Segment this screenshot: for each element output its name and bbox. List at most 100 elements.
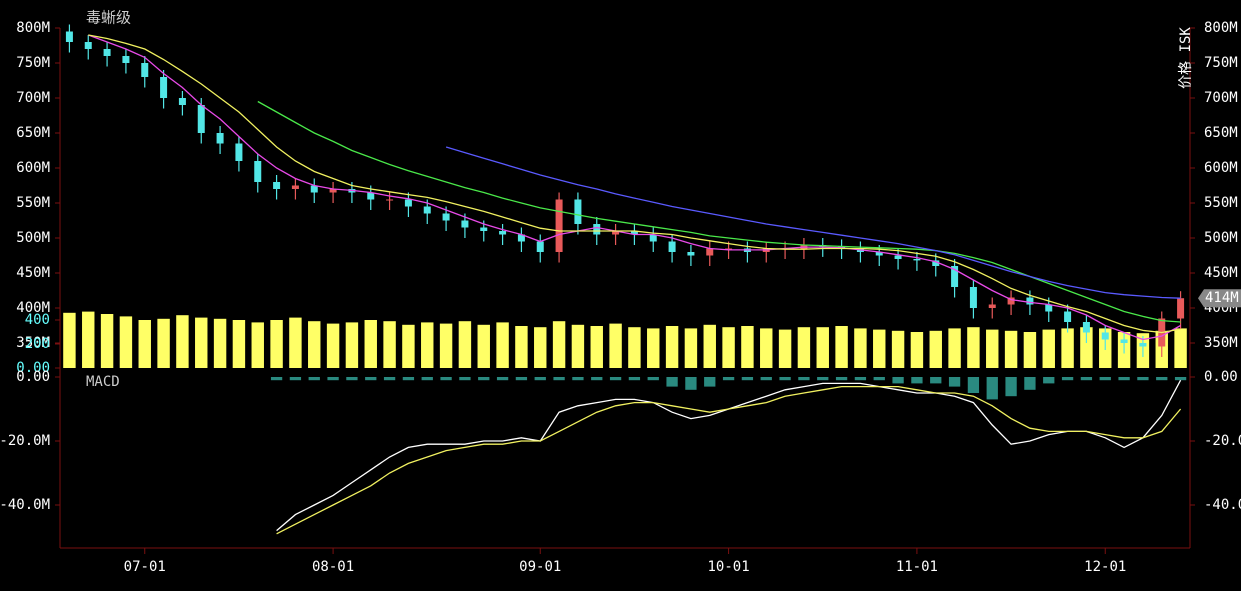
candle-body — [951, 266, 959, 287]
volume-bar — [289, 317, 302, 368]
macd-bar — [609, 377, 622, 381]
y-tick-label: 0.00 — [1204, 369, 1238, 385]
candle-body — [1101, 332, 1109, 340]
y-tick-label: 0.00 — [16, 360, 50, 376]
macd-bar — [798, 377, 810, 381]
volume-bar — [948, 328, 961, 368]
macd-bar — [666, 377, 678, 387]
candle-body — [254, 161, 262, 182]
candle-body — [649, 234, 657, 242]
y-tick-label: -40.0M — [0, 497, 50, 513]
macd-bar — [1174, 377, 1187, 381]
last-price-label: 414M — [1205, 290, 1239, 306]
candle-body — [160, 77, 168, 98]
y-tick-label: 650M — [1204, 125, 1238, 141]
y-tick-label: 600M — [16, 160, 50, 176]
volume-bar — [1174, 328, 1187, 368]
candle-body — [725, 248, 733, 250]
candle-body — [404, 199, 412, 207]
macd-bar — [628, 377, 641, 381]
macd-bar — [722, 377, 735, 381]
candle-body — [499, 231, 507, 235]
y-tick-label: 600M — [1204, 160, 1238, 176]
candle-body — [894, 255, 902, 259]
candle-body — [84, 42, 92, 49]
macd-bar — [289, 377, 302, 381]
volume-bar — [910, 332, 924, 368]
volume-bar — [552, 321, 566, 368]
candle-body — [103, 49, 111, 56]
candle-body — [178, 98, 186, 105]
candle-body — [630, 231, 638, 235]
macd-bar — [365, 377, 377, 381]
volume-bar — [100, 314, 114, 368]
volume-bar — [835, 326, 848, 368]
volume-bar — [628, 327, 641, 368]
y-tick-label: 550M — [16, 195, 50, 211]
candle-body — [273, 182, 281, 189]
volume-bar — [515, 326, 528, 368]
y-tick-label: 700M — [1204, 90, 1238, 106]
macd-bar — [1061, 377, 1074, 381]
candle-body — [668, 241, 676, 252]
volume-bar — [176, 315, 189, 368]
candle-body — [1045, 304, 1053, 312]
x-tick-label: 09-01 — [519, 559, 561, 575]
macd-bar — [704, 377, 716, 387]
macd-bar — [835, 377, 848, 381]
candle-body — [612, 231, 620, 235]
y-tick-label: 200 — [25, 336, 50, 352]
macd-bar — [383, 377, 396, 381]
macd-bar — [553, 377, 565, 381]
macd-bar — [685, 377, 697, 390]
volume-bar — [439, 323, 453, 368]
candle-body — [555, 199, 563, 252]
macd-bar — [986, 377, 998, 400]
x-tick-label: 11-01 — [896, 559, 938, 575]
volume-bar — [232, 320, 246, 368]
volume-bar — [684, 328, 698, 368]
volume-bar — [1080, 327, 1093, 368]
macd-bar — [459, 377, 471, 381]
volume-bar — [383, 321, 396, 368]
volume-bar — [1042, 329, 1055, 368]
candle-body — [65, 31, 73, 42]
volume-bar — [364, 320, 377, 368]
candle-body — [197, 105, 205, 133]
macd-bar — [327, 377, 339, 381]
candle-body — [386, 199, 394, 201]
macd-bar — [478, 377, 490, 381]
macd-bar — [421, 377, 433, 381]
volume-bar — [421, 322, 434, 368]
candle-body — [480, 227, 488, 231]
y-tick-label: 750M — [1204, 55, 1238, 71]
macd-bar — [967, 377, 980, 393]
volume-bar — [986, 329, 999, 368]
macd-bar — [741, 377, 754, 381]
macd-bar — [402, 377, 415, 381]
candle-body — [310, 185, 318, 193]
volume-bar — [778, 329, 792, 368]
macd-bar — [591, 377, 603, 381]
volume-bar — [722, 327, 735, 368]
volume-bar — [534, 327, 547, 368]
volume-bar — [891, 330, 905, 368]
candle-body — [461, 220, 469, 228]
line — [276, 385, 1182, 535]
volume-bar — [647, 328, 660, 368]
y-tick-label: 350M — [1204, 335, 1238, 351]
candle-body — [423, 206, 431, 214]
y-tick-label: 800M — [1204, 20, 1238, 36]
candle-body — [574, 199, 582, 224]
volume-bar — [1023, 332, 1037, 368]
macd-bar — [930, 377, 942, 384]
candle-body — [969, 287, 977, 308]
y-axis-label: 价格 ISK — [1178, 27, 1194, 89]
candle-body — [593, 224, 601, 235]
x-tick-label: 08-01 — [312, 559, 354, 575]
volume-bar — [665, 326, 679, 368]
volume-bar — [703, 324, 716, 368]
volume-bar — [195, 317, 208, 368]
